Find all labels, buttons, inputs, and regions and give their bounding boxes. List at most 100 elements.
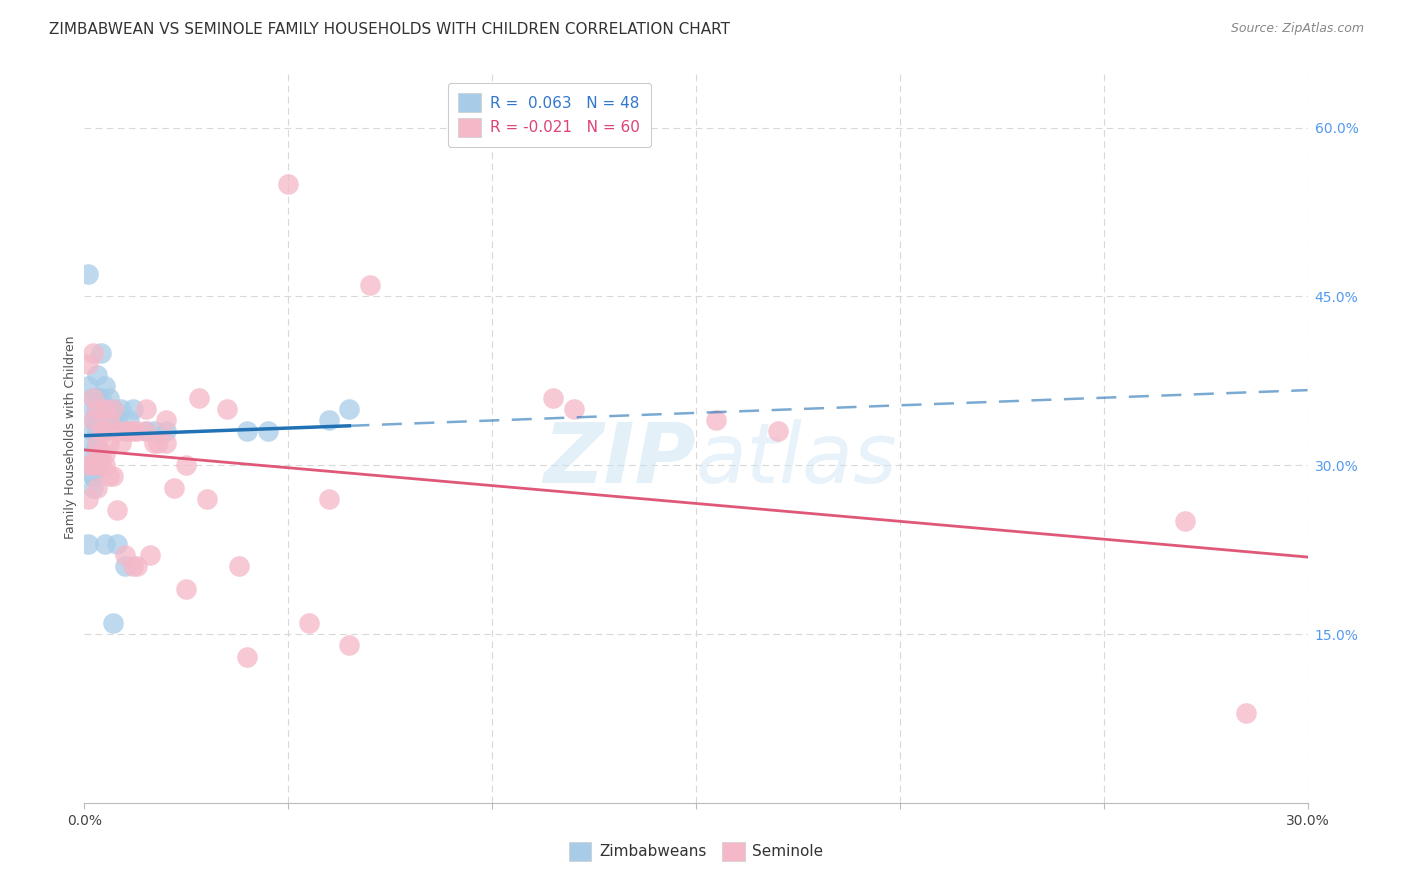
Point — [82, 435, 104, 450]
Point — [766, 425, 789, 439]
Point — [93, 458, 115, 473]
Point — [82, 391, 104, 405]
Point — [101, 469, 124, 483]
Point — [86, 458, 108, 473]
Point — [127, 425, 149, 439]
Point — [110, 435, 132, 450]
Point — [77, 379, 100, 393]
Point — [359, 278, 381, 293]
Point — [86, 413, 108, 427]
Point — [257, 425, 280, 439]
Point — [93, 379, 115, 393]
Point — [110, 401, 132, 416]
Point — [138, 548, 160, 562]
Point — [90, 345, 112, 359]
Point — [339, 638, 361, 652]
Point — [86, 425, 108, 439]
Point — [82, 413, 104, 427]
Y-axis label: Family Households with Children: Family Households with Children — [65, 335, 77, 539]
Point — [77, 491, 100, 506]
Point — [101, 401, 124, 416]
Point — [118, 413, 141, 427]
Point — [146, 435, 169, 450]
Point — [105, 503, 128, 517]
Point — [142, 425, 165, 439]
Point — [86, 368, 108, 383]
Point — [90, 413, 112, 427]
Point — [195, 491, 218, 506]
Point — [93, 401, 115, 416]
Point — [86, 481, 108, 495]
Point — [217, 401, 239, 416]
Point — [86, 447, 108, 461]
Point — [318, 491, 340, 506]
Point — [706, 413, 728, 427]
Point — [82, 458, 104, 473]
Point — [86, 391, 108, 405]
Point — [77, 357, 100, 371]
Point — [228, 559, 250, 574]
Point — [562, 401, 585, 416]
Point — [90, 391, 112, 405]
Point — [77, 537, 100, 551]
Point — [187, 391, 209, 405]
Point — [122, 401, 145, 416]
Point — [86, 401, 108, 416]
Point — [122, 425, 145, 439]
Point — [135, 425, 157, 439]
Point — [277, 177, 299, 191]
Point — [97, 435, 120, 450]
Text: ZIP: ZIP — [543, 418, 696, 500]
Point — [93, 425, 115, 439]
Point — [105, 537, 128, 551]
Point — [82, 425, 104, 439]
Legend: Zimbabweans, Seminole: Zimbabweans, Seminole — [561, 834, 831, 868]
Point — [174, 458, 197, 473]
Point — [101, 615, 124, 630]
Point — [318, 413, 340, 427]
Point — [82, 447, 104, 461]
Point — [135, 425, 157, 439]
Point — [114, 548, 136, 562]
Point — [82, 413, 104, 427]
Point — [86, 435, 108, 450]
Point — [114, 425, 136, 439]
Point — [82, 401, 104, 416]
Point — [97, 469, 120, 483]
Point — [298, 615, 321, 630]
Point — [86, 435, 108, 450]
Point — [122, 559, 145, 574]
Point — [97, 391, 120, 405]
Point — [82, 481, 104, 495]
Point — [142, 435, 165, 450]
Point — [82, 391, 104, 405]
Point — [93, 401, 115, 416]
Point — [101, 413, 124, 427]
Point — [1236, 706, 1258, 720]
Point — [82, 458, 104, 473]
Point — [90, 401, 112, 416]
Text: ZIMBABWEAN VS SEMINOLE FAMILY HOUSEHOLDS WITH CHILDREN CORRELATION CHART: ZIMBABWEAN VS SEMINOLE FAMILY HOUSEHOLDS… — [49, 22, 730, 37]
Point — [90, 425, 112, 439]
Point — [105, 413, 128, 427]
Point — [86, 458, 108, 473]
Point — [155, 413, 177, 427]
Point — [77, 267, 100, 281]
Point — [82, 469, 104, 483]
Point — [82, 469, 104, 483]
Point — [101, 401, 124, 416]
Point — [93, 413, 115, 427]
Point — [97, 401, 120, 416]
Point — [82, 345, 104, 359]
Point — [93, 537, 115, 551]
Point — [543, 391, 565, 405]
Point — [236, 649, 259, 664]
Point — [1174, 515, 1197, 529]
Point — [77, 458, 100, 473]
Point — [90, 447, 112, 461]
Point — [90, 425, 112, 439]
Point — [93, 447, 115, 461]
Point — [97, 413, 120, 427]
Point — [135, 401, 157, 416]
Point — [114, 559, 136, 574]
